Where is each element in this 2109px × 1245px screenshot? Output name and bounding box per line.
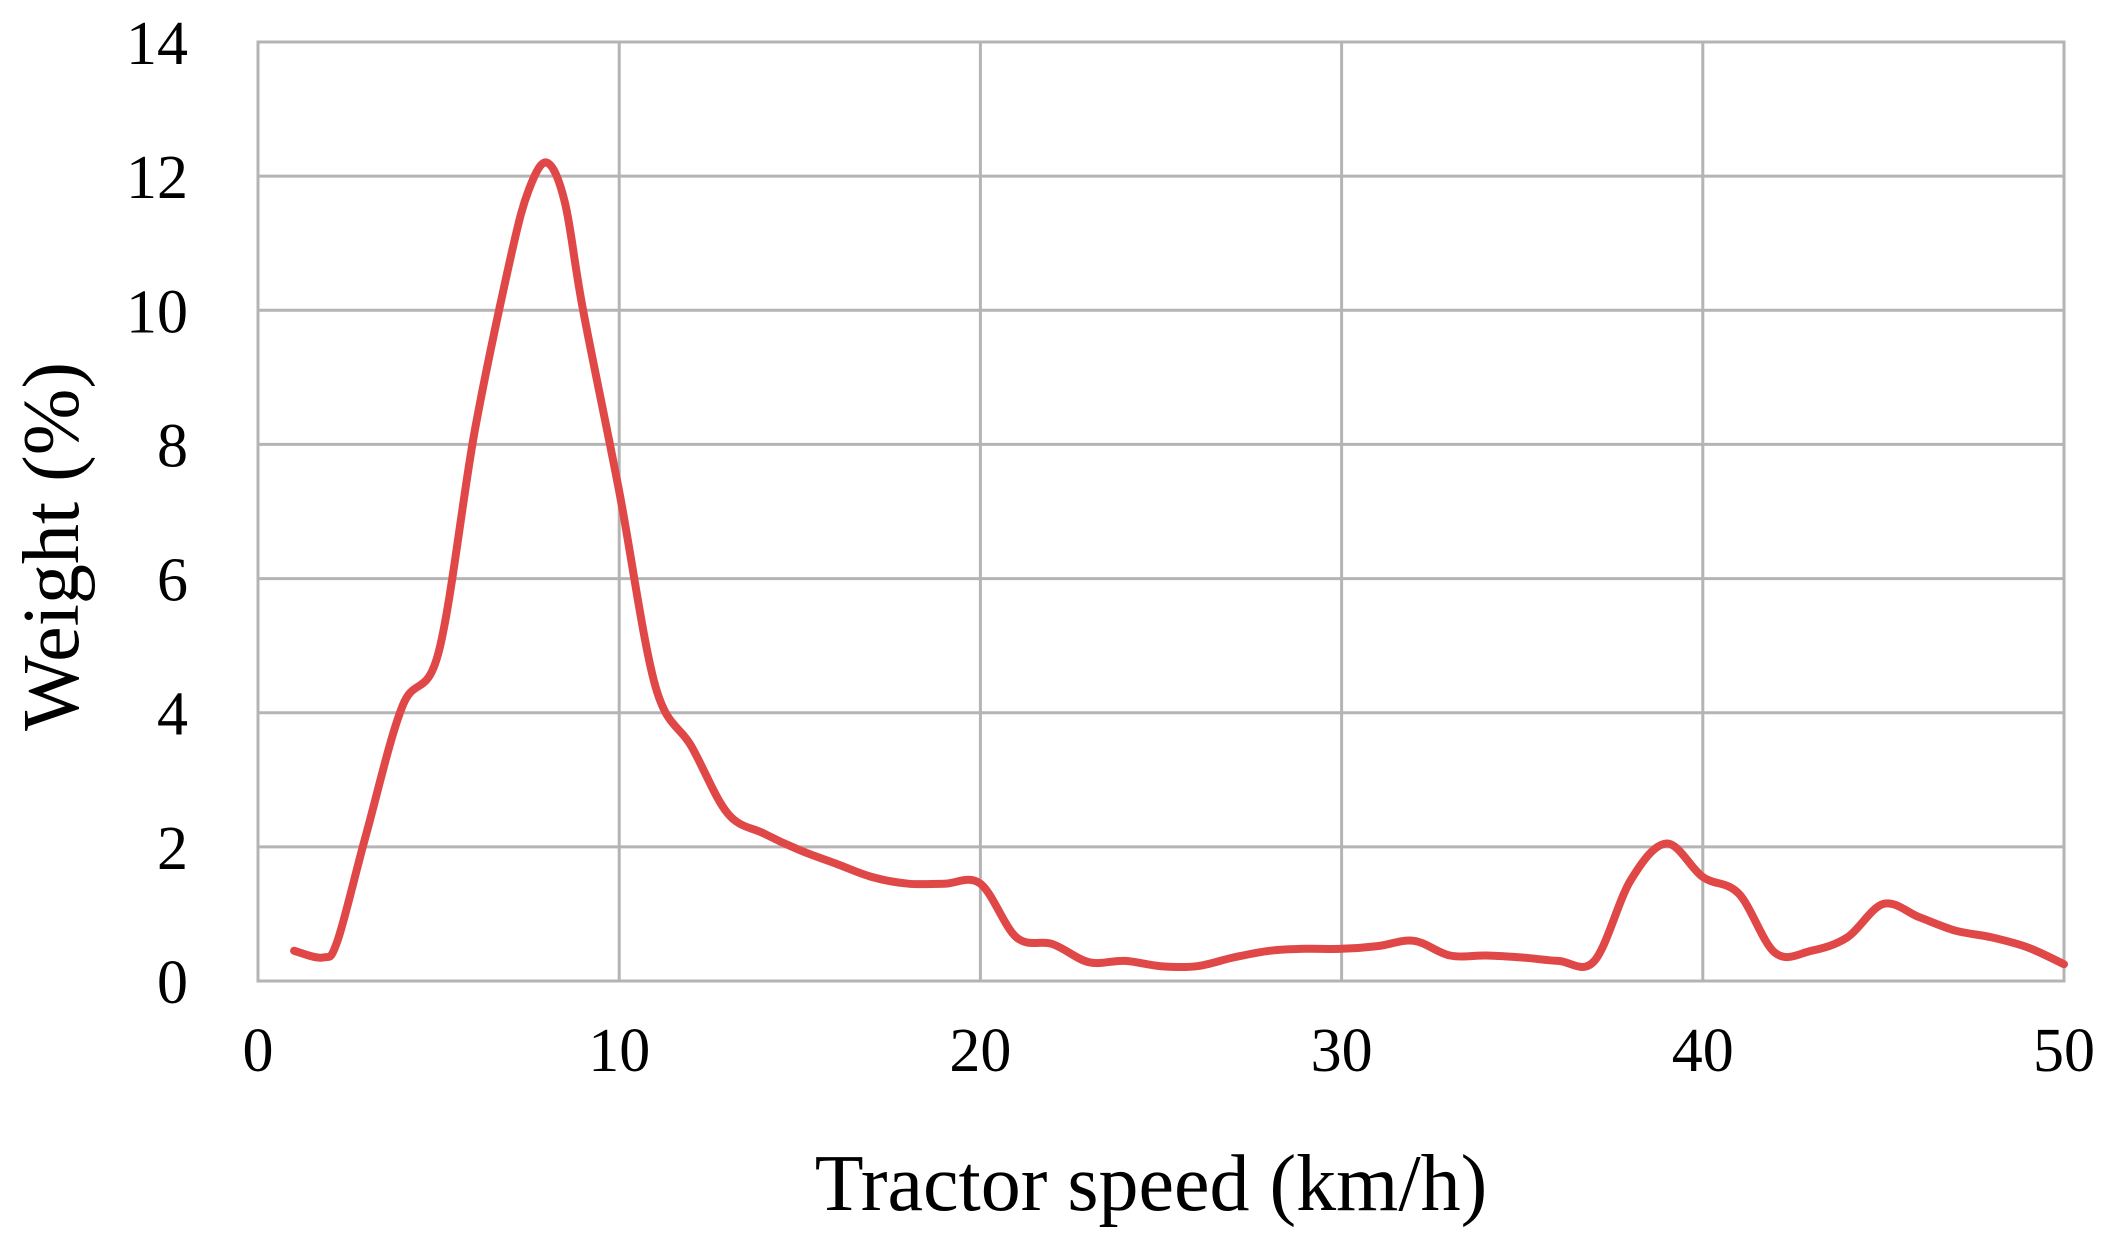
y-tick-label: 2 — [157, 815, 188, 883]
y-axis-tick-labels: 0 2 4 6 8 10 12 14 — [126, 10, 188, 1017]
x-tick-label: 30 — [1311, 1017, 1373, 1085]
series-line — [290, 158, 2068, 972]
x-tick-label: 40 — [1672, 1017, 1734, 1085]
y-tick-label: 14 — [126, 10, 188, 78]
y-tick-label: 4 — [157, 681, 188, 749]
y-tick-label: 0 — [157, 949, 188, 1017]
y-tick-label: 8 — [157, 412, 188, 480]
y-axis-title: Weight (%) — [8, 362, 96, 731]
y-tick-label: 10 — [126, 278, 188, 346]
x-tick-label: 20 — [949, 1017, 1011, 1085]
y-tick-label: 12 — [126, 144, 188, 212]
y-tick-label: 6 — [157, 547, 188, 615]
x-axis-title: Tractor speed (km/h) — [815, 1140, 1487, 1228]
plot-area-frame — [256, 40, 2066, 983]
x-tick-label: 50 — [2033, 1017, 2095, 1085]
series-layer — [290, 158, 2068, 972]
x-tick-label: 0 — [243, 1017, 274, 1085]
x-tick-label: 10 — [588, 1017, 650, 1085]
x-axis-tick-labels: 0 10 20 30 40 50 — [243, 1017, 2096, 1085]
